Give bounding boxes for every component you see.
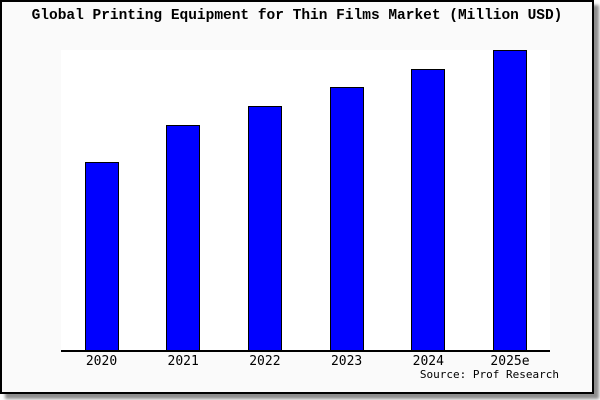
bar-2025e <box>493 50 527 350</box>
x-tick-label-2025e: 2025e <box>490 354 530 369</box>
x-tick-label-2024: 2024 <box>412 354 444 369</box>
source-credit: Source: Prof Research <box>419 368 559 381</box>
bar-2021 <box>166 125 201 350</box>
x-tick-label-2023: 2023 <box>330 354 363 369</box>
x-tick-label-2022: 2022 <box>249 354 281 369</box>
bar-2020 <box>84 161 119 350</box>
bar-2023 <box>329 86 364 350</box>
plot-area <box>61 50 550 352</box>
x-tick-label-2021: 2021 <box>167 354 199 369</box>
bar-2022 <box>247 106 282 350</box>
bar-2024 <box>411 68 446 350</box>
x-tick-label-2020: 2020 <box>85 354 118 369</box>
chart-card: Global Printing Equipment for Thin Films… <box>0 0 594 394</box>
chart-title: Global Printing Equipment for Thin Films… <box>31 8 563 24</box>
